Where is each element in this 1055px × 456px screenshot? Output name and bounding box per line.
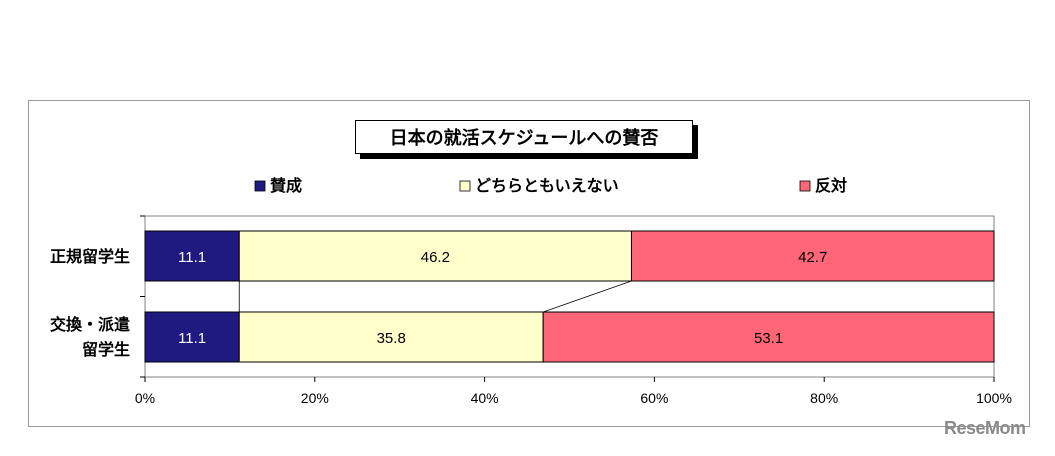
x-tick-label: 0%: [135, 390, 155, 406]
data-label: 11.1: [178, 330, 206, 347]
legend-swatch: [459, 180, 471, 192]
bar-segment: [630, 230, 995, 282]
x-tick-label: 40%: [471, 390, 499, 406]
legend-label: どちらともいえない: [475, 176, 619, 195]
data-label: 46.2: [421, 249, 450, 266]
bar-segment: [238, 230, 632, 282]
legend-label: 反対: [815, 176, 847, 195]
bar-segment: [238, 311, 544, 363]
bar-segment: [144, 311, 240, 363]
legend-swatch: [254, 180, 266, 192]
category-label: 正規留学生: [50, 247, 130, 266]
bar-segment: [542, 311, 995, 363]
x-tick-label: 80%: [810, 390, 838, 406]
category-label: 留学生: [82, 340, 130, 359]
data-label: 35.8: [377, 330, 406, 347]
legend-swatch: [799, 180, 811, 192]
chart-title: 日本の就活スケジュールへの賛否: [355, 120, 693, 154]
series-line: [543, 280, 632, 313]
category-label: 交換・派遣: [50, 315, 130, 334]
data-label: 53.1: [754, 330, 783, 347]
x-tick-label: 100%: [976, 390, 1012, 406]
x-tick-label: 20%: [301, 390, 329, 406]
data-label: 42.7: [798, 249, 827, 266]
x-tick-label: 60%: [640, 390, 668, 406]
data-label: 11.1: [178, 249, 206, 266]
legend-label: 賛成: [270, 176, 302, 195]
resemom-logo: ReseMom: [944, 418, 1026, 438]
